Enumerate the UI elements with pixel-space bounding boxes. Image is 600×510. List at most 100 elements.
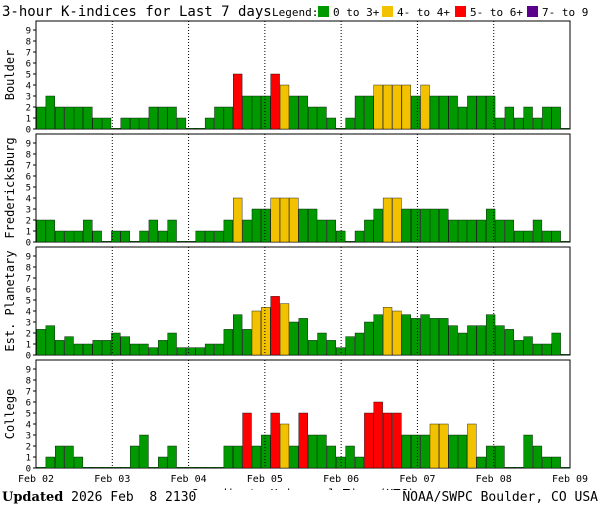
bar-2-16 <box>186 347 196 356</box>
y-tick-label-2-9: 9 <box>26 253 31 263</box>
y-tick-label-1-2: 2 <box>26 217 31 227</box>
bar-1-30 <box>317 219 327 243</box>
legend-item-1: 4- to 4+ <box>397 6 450 19</box>
bar-1-44 <box>448 219 458 243</box>
bar-2-9 <box>120 336 130 356</box>
bar-0-1 <box>45 95 55 130</box>
x-tick-label-6: Feb 08 <box>476 474 512 485</box>
y-tick-label-3-7: 7 <box>26 388 31 398</box>
updated-label: Updated <box>2 490 64 505</box>
bar-2-46 <box>467 325 477 356</box>
bar-2-31 <box>326 340 336 356</box>
bar-3-17 <box>195 467 205 469</box>
bar-2-14 <box>167 332 177 356</box>
bar-0-22 <box>242 95 252 130</box>
bar-1-37 <box>382 197 393 243</box>
bar-1-2 <box>55 230 65 243</box>
bar-0-31 <box>326 117 336 130</box>
bar-2-41 <box>420 314 430 356</box>
y-tick-label-1-4: 4 <box>26 195 31 205</box>
bar-1-25 <box>270 197 280 243</box>
bar-2-34 <box>354 332 365 356</box>
bar-3-36 <box>373 401 383 469</box>
bar-0-41 <box>420 84 430 130</box>
bar-3-38 <box>392 412 402 469</box>
bar-2-52 <box>523 336 533 356</box>
bar-1-27 <box>289 197 299 243</box>
bar-2-29 <box>307 340 318 356</box>
bar-3-47 <box>476 456 486 469</box>
y-tick-label-0-1: 1 <box>26 115 31 125</box>
bar-0-35 <box>364 95 374 130</box>
bar-2-35 <box>364 321 374 356</box>
bar-2-53 <box>532 343 543 356</box>
bar-3-46 <box>467 423 477 469</box>
legend-label: Legend: <box>272 6 318 19</box>
y-tick-label-1-3: 3 <box>26 206 31 216</box>
bar-2-22 <box>242 329 252 356</box>
bar-1-7 <box>101 240 112 243</box>
bar-1-19 <box>214 230 224 243</box>
bar-3-41 <box>420 434 430 469</box>
bar-2-18 <box>204 343 215 356</box>
bar-3-15 <box>176 467 187 469</box>
bar-3-8 <box>111 467 121 469</box>
x-tick-label-2: Feb 04 <box>171 474 207 485</box>
bar-1-15 <box>176 240 187 243</box>
bar-3-35 <box>364 412 374 469</box>
bar-0-40 <box>411 95 421 130</box>
bar-2-55 <box>551 332 561 356</box>
bar-0-56 <box>560 127 571 130</box>
bar-2-7 <box>101 340 112 356</box>
bar-0-12 <box>148 106 158 130</box>
legend-item-0: 0 to 3+ <box>333 6 380 19</box>
bar-1-23 <box>251 208 262 243</box>
bar-3-34 <box>354 456 365 469</box>
panel-name-0: Boulder <box>3 50 17 101</box>
y-tick-label-0-5: 5 <box>26 71 31 81</box>
bar-1-24 <box>261 208 271 243</box>
bar-0-48 <box>485 95 496 130</box>
bar-3-12 <box>148 467 158 469</box>
y-tick-label-2-0: 0 <box>26 352 31 362</box>
bar-3-44 <box>448 434 458 469</box>
bar-2-1 <box>45 325 55 356</box>
bar-0-29 <box>307 106 318 130</box>
bar-2-5 <box>83 343 93 356</box>
bar-2-30 <box>317 332 327 356</box>
bar-2-23 <box>251 310 262 356</box>
bar-2-40 <box>411 318 421 356</box>
bar-0-46 <box>467 95 477 130</box>
y-tick-label-2-8: 8 <box>26 264 31 274</box>
bar-1-6 <box>92 230 102 243</box>
bar-1-28 <box>298 208 308 243</box>
y-tick-label-3-8: 8 <box>26 377 31 387</box>
y-tick-label-0-8: 8 <box>26 38 31 48</box>
bar-0-2 <box>55 106 65 130</box>
y-tick-label-0-0: 0 <box>26 126 31 136</box>
bar-0-26 <box>279 84 290 130</box>
y-tick-label-1-1: 1 <box>26 228 31 238</box>
bar-2-48 <box>485 314 496 356</box>
panel-name-2: Est. Planetary <box>3 250 17 351</box>
bar-0-0 <box>36 106 46 130</box>
panel-name-3: College <box>3 389 17 440</box>
bar-3-37 <box>382 412 393 469</box>
bar-3-30 <box>317 434 327 469</box>
y-tick-label-3-6: 6 <box>26 399 31 409</box>
bar-1-53 <box>532 219 543 243</box>
bar-3-50 <box>504 467 514 469</box>
bar-2-38 <box>392 310 402 356</box>
bar-2-27 <box>289 321 299 356</box>
y-tick-label-1-0: 0 <box>26 239 31 249</box>
bar-1-3 <box>64 230 74 243</box>
bar-0-14 <box>167 106 177 130</box>
y-tick-label-3-1: 1 <box>26 454 31 464</box>
y-tick-label-2-6: 6 <box>26 286 31 296</box>
bar-3-29 <box>307 434 318 469</box>
bar-0-15 <box>176 117 187 130</box>
bar-2-24 <box>261 307 271 356</box>
bar-1-34 <box>354 230 365 243</box>
y-tick-label-1-9: 9 <box>26 140 31 150</box>
bar-3-3 <box>64 445 74 469</box>
